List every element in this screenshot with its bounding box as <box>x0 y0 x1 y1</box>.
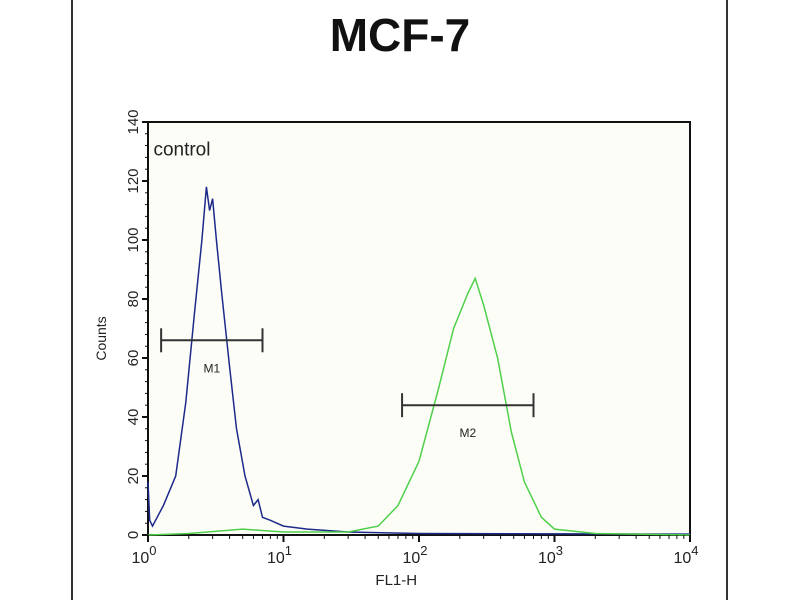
right-frame-line <box>726 0 728 600</box>
y-axis-label: Counts <box>93 316 109 360</box>
chart-title: MCF-7 <box>329 9 471 61</box>
y-tick-label: 20 <box>125 468 142 485</box>
y-tick-label: 100 <box>125 227 142 252</box>
y-tick-label: 0 <box>125 531 142 539</box>
marker-label: M2 <box>459 426 476 440</box>
plot-area <box>147 121 691 536</box>
x-tick-label: 101 <box>267 543 292 567</box>
left-frame-line <box>71 0 73 600</box>
series-line-2 <box>147 276 691 536</box>
x-tick-label: 104 <box>673 543 698 567</box>
x-tick-label: 103 <box>538 543 563 567</box>
y-tick-label: 140 <box>125 109 142 134</box>
annotation-label: control <box>153 140 210 161</box>
y-tick-label: 60 <box>125 350 142 367</box>
y-tick-label: 80 <box>125 291 142 308</box>
y-tick-label: 40 <box>125 409 142 426</box>
x-tick-label: 102 <box>402 543 427 567</box>
x-tick-label: 100 <box>131 543 156 567</box>
series-line-1 <box>147 186 691 535</box>
marker-label: M1 <box>203 361 220 375</box>
x-axis-label: FL1-H <box>375 572 417 589</box>
y-tick-label: 120 <box>125 168 142 193</box>
